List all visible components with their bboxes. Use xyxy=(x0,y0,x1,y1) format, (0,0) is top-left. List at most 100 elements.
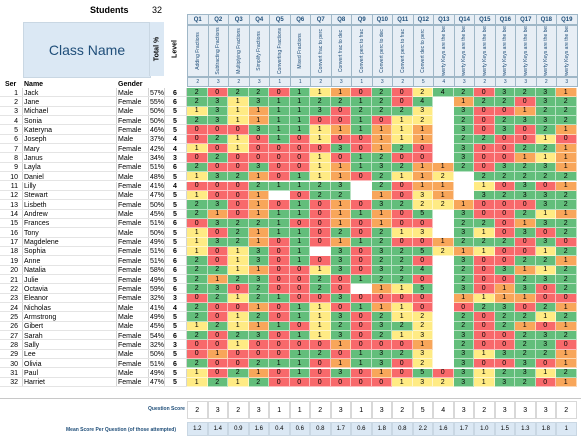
score-cell[interactable]: 0 xyxy=(330,106,351,117)
score-cell[interactable]: 1 xyxy=(310,303,331,313)
score-cell[interactable]: 2 xyxy=(515,256,536,266)
score-cell[interactable]: 3 xyxy=(330,181,351,191)
row-name[interactable]: Paul xyxy=(24,370,39,377)
score-cell[interactable]: 0 xyxy=(412,144,433,154)
score-cell[interactable]: 1 xyxy=(351,153,372,163)
score-cell[interactable]: 3 xyxy=(248,275,269,285)
score-cell[interactable]: 1 xyxy=(494,293,515,304)
score-cell[interactable]: 3 xyxy=(535,218,556,229)
score-cell[interactable] xyxy=(269,190,290,201)
score-cell[interactable]: 0 xyxy=(494,106,515,117)
row-name[interactable]: Janus xyxy=(24,154,43,162)
score-cell[interactable]: 2 xyxy=(515,331,536,341)
score-cell[interactable]: 3 xyxy=(535,162,556,173)
score-cell[interactable] xyxy=(433,293,454,304)
row-name[interactable]: Natalia xyxy=(24,267,46,275)
score-cell[interactable]: 1 xyxy=(371,209,392,219)
score-cell[interactable]: 0 xyxy=(351,293,372,304)
score-cell[interactable]: 0 xyxy=(187,349,208,360)
score-cell[interactable]: 1 xyxy=(310,153,331,163)
score-cell[interactable]: 2 xyxy=(371,88,392,98)
score-cell[interactable]: 3 xyxy=(453,359,474,369)
score-cell[interactable]: 0 xyxy=(351,265,372,275)
score-cell[interactable]: 2 xyxy=(535,256,556,266)
score-cell[interactable]: 0 xyxy=(228,349,249,360)
score-cell[interactable]: 3 xyxy=(535,200,556,210)
score-cell[interactable]: 3 xyxy=(412,228,433,238)
score-cell[interactable]: 0 xyxy=(187,218,208,229)
score-cell[interactable]: 0 xyxy=(351,134,372,145)
score-cell[interactable]: 0 xyxy=(535,359,556,369)
score-cell[interactable]: 2 xyxy=(494,172,515,182)
score-cell[interactable]: 0 xyxy=(515,200,536,210)
score-cell[interactable]: 0 xyxy=(289,321,310,332)
score-cell[interactable]: 3 xyxy=(330,265,351,275)
score-cell[interactable]: 2 xyxy=(535,125,556,135)
score-cell[interactable]: 2 xyxy=(556,284,577,294)
score-cell[interactable]: 0 xyxy=(474,116,495,126)
score-cell[interactable]: 1 xyxy=(228,246,249,257)
score-cell[interactable]: 2 xyxy=(248,312,269,322)
score-cell[interactable]: 0 xyxy=(351,172,372,182)
score-cell[interactable]: 3 xyxy=(371,162,392,173)
score-cell[interactable]: 1 xyxy=(351,359,372,369)
score-cell[interactable]: 1 xyxy=(392,377,413,388)
row-name[interactable]: Gibert xyxy=(24,323,44,331)
score-cell[interactable]: 2 xyxy=(310,275,331,285)
score-cell[interactable]: 3 xyxy=(515,190,536,201)
score-cell[interactable]: 1 xyxy=(269,359,290,369)
score-cell[interactable]: 0 xyxy=(207,246,228,257)
score-cell[interactable]: 0 xyxy=(248,349,269,360)
score-cell[interactable]: 1 xyxy=(474,228,495,238)
score-cell[interactable]: 2 xyxy=(412,88,433,98)
score-cell[interactable]: 3 xyxy=(330,293,351,304)
score-cell[interactable]: 1 xyxy=(556,349,577,360)
score-cell[interactable]: 1 xyxy=(351,162,372,173)
score-cell[interactable]: 0 xyxy=(515,246,536,257)
score-cell[interactable]: 1 xyxy=(269,218,290,229)
score-cell[interactable]: 2 xyxy=(207,265,228,275)
score-cell[interactable]: 2 xyxy=(351,106,372,117)
score-cell[interactable]: 1 xyxy=(228,321,249,332)
score-cell[interactable]: 2 xyxy=(453,340,474,350)
score-cell[interactable]: 1 xyxy=(535,368,556,378)
score-cell[interactable]: 0 xyxy=(207,228,228,238)
score-cell[interactable]: 0 xyxy=(248,134,269,145)
score-cell[interactable]: 1 xyxy=(535,134,556,145)
score-cell[interactable]: 0 xyxy=(310,116,331,126)
score-cell[interactable]: 2 xyxy=(392,106,413,117)
score-cell[interactable]: 2 xyxy=(187,265,208,275)
score-cell[interactable]: 3 xyxy=(248,162,269,173)
score-cell[interactable] xyxy=(433,265,454,275)
score-cell[interactable]: 2 xyxy=(412,200,433,210)
score-cell[interactable]: 3 xyxy=(453,349,474,360)
score-cell[interactable]: 1 xyxy=(392,172,413,182)
score-cell[interactable]: 3 xyxy=(453,125,474,135)
score-cell[interactable]: 1 xyxy=(187,144,208,154)
score-cell[interactable]: 2 xyxy=(187,275,208,285)
score-cell[interactable]: 1 xyxy=(310,265,331,275)
score-cell[interactable]: 2 xyxy=(228,331,249,341)
score-cell[interactable]: 2 xyxy=(556,218,577,229)
score-cell[interactable]: 2 xyxy=(556,97,577,107)
score-cell[interactable]: 0 xyxy=(515,237,536,247)
score-cell[interactable]: 1 xyxy=(289,246,310,257)
score-cell[interactable]: 0 xyxy=(474,265,495,275)
score-cell[interactable]: 2 xyxy=(248,218,269,229)
score-cell[interactable]: 0 xyxy=(474,88,495,98)
score-cell[interactable]: 1 xyxy=(310,321,331,332)
score-cell[interactable]: 1 xyxy=(228,293,249,304)
score-cell[interactable]: 2 xyxy=(474,303,495,313)
score-cell[interactable] xyxy=(433,134,454,145)
score-cell[interactable]: 5 xyxy=(412,368,433,378)
score-cell[interactable]: 1 xyxy=(392,303,413,313)
score-cell[interactable]: 0 xyxy=(330,303,351,313)
score-cell[interactable]: 1 xyxy=(371,368,392,378)
score-cell[interactable]: 0 xyxy=(392,218,413,229)
score-cell[interactable]: 0 xyxy=(392,209,413,219)
score-cell[interactable]: 0 xyxy=(289,340,310,350)
score-cell[interactable]: 1 xyxy=(371,218,392,229)
score-cell[interactable]: 2 xyxy=(556,368,577,378)
score-cell[interactable]: 0 xyxy=(351,228,372,238)
score-cell[interactable]: 1 xyxy=(269,181,290,191)
